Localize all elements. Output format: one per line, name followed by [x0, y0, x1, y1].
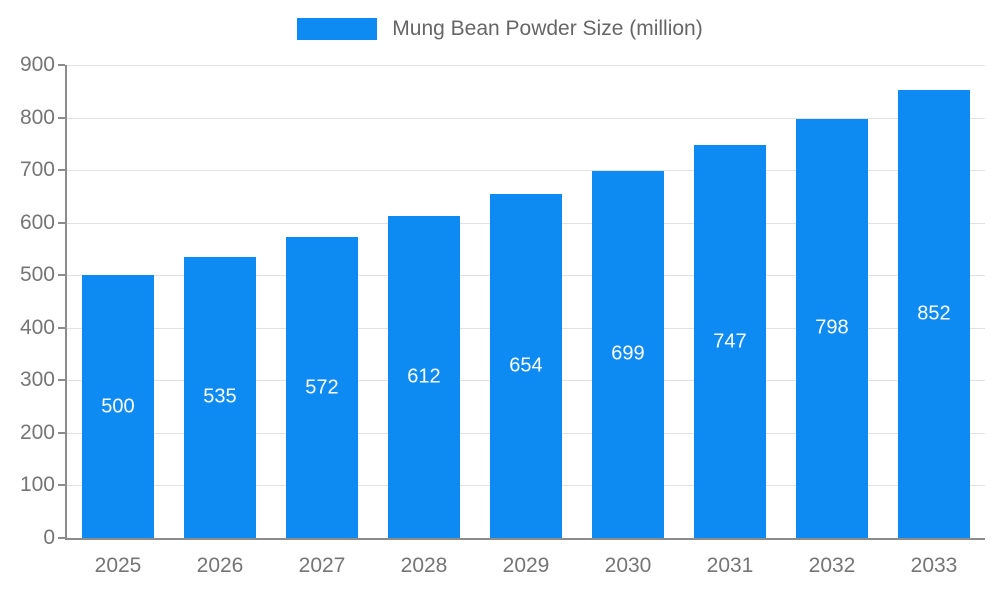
bar-value-label: 747	[713, 330, 747, 353]
legend-swatch-icon	[297, 18, 378, 40]
y-tick-label: 500	[19, 263, 55, 287]
y-tick-label: 800	[19, 105, 55, 129]
y-axis-tick	[58, 274, 65, 277]
gridline	[67, 117, 985, 119]
y-tick-label: 200	[19, 420, 55, 444]
x-tick-label: 2032	[808, 554, 856, 577]
y-tick-label: 300	[19, 368, 55, 392]
y-axis-tick	[58, 379, 65, 382]
bar-value-label: 852	[917, 302, 951, 325]
y-tick-label: 600	[19, 210, 55, 234]
plot-area: 0 100 200 300 400 500 600 700 800 900 500 2025 535 20…	[20, 53, 985, 577]
bar-value-label: 654	[509, 354, 543, 377]
legend: Mung Bean Powder Size (million)	[0, 15, 1000, 43]
bar: 852	[898, 90, 970, 538]
bar-value-label: 612	[407, 365, 441, 388]
y-axis-tick	[58, 431, 65, 434]
y-tick-label: 400	[19, 315, 55, 339]
y-axis-tick	[58, 169, 65, 172]
bar: 572	[286, 237, 358, 538]
bar: 500	[82, 275, 154, 538]
x-tick-label: 2031	[706, 554, 754, 577]
bar: 654	[490, 194, 562, 538]
legend-label: Mung Bean Powder Size (million)	[392, 17, 703, 40]
x-tick-label: 2033	[910, 554, 958, 577]
y-axis-tick	[58, 326, 65, 329]
bar: 612	[388, 216, 460, 538]
y-axis-tick	[58, 484, 65, 487]
bar-value-label: 572	[305, 376, 339, 399]
bar-value-label: 699	[611, 342, 645, 365]
gridline	[67, 170, 985, 172]
x-tick-label: 2029	[502, 554, 550, 577]
bar-value-label: 500	[101, 395, 135, 418]
x-tick-label: 2026	[196, 554, 244, 577]
x-tick-label: 2027	[298, 554, 346, 577]
bar: 699	[592, 170, 664, 538]
bar: 798	[796, 118, 868, 538]
y-axis-tick	[58, 537, 65, 539]
bar-value-label: 535	[203, 385, 237, 408]
y-axis-tick	[58, 221, 65, 224]
y-axis-tick	[58, 116, 65, 119]
y-tick-label: 700	[19, 158, 55, 182]
y-tick-label: 900	[19, 53, 55, 76]
gridline	[67, 65, 985, 66]
bar: 535	[184, 256, 256, 538]
bar-value-label: 798	[815, 316, 849, 339]
y-tick-label: 100	[19, 473, 55, 497]
x-tick-label: 2025	[94, 554, 142, 577]
bar: 747	[694, 145, 766, 538]
x-tick-label: 2030	[604, 554, 652, 577]
y-tick-label: 0	[43, 526, 55, 549]
y-axis-tick	[58, 64, 65, 66]
x-tick-label: 2028	[400, 554, 448, 577]
